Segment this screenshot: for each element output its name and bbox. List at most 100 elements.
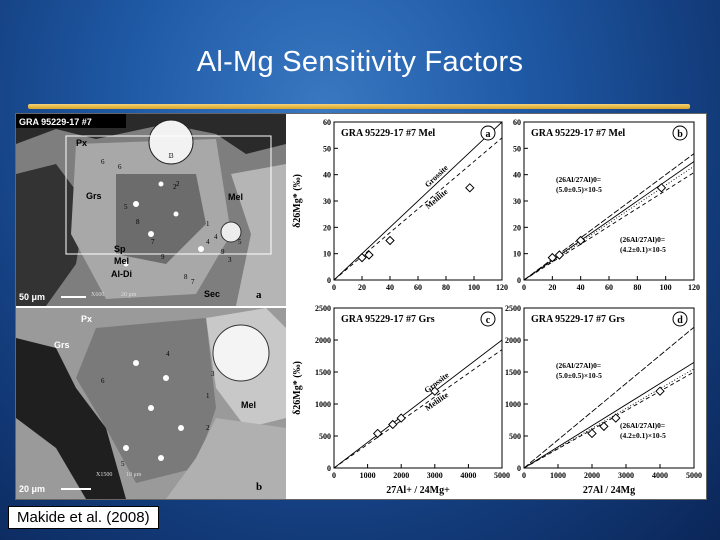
micrograph-a-spot: 1 bbox=[168, 152, 172, 160]
micrograph-a-spot: 1 bbox=[206, 220, 210, 228]
citation: Makide et al. (2008) bbox=[8, 506, 159, 529]
fit-line bbox=[333, 349, 503, 469]
line-label: Grossite bbox=[423, 163, 450, 189]
y-tick-label: 40 bbox=[513, 171, 521, 180]
micrograph-b-spot: 6 bbox=[101, 377, 105, 385]
micrograph-a-label: Grs bbox=[86, 191, 102, 201]
micrograph-b-spot: 1 bbox=[206, 392, 210, 400]
data-point bbox=[656, 183, 667, 193]
y-tick-label: 60 bbox=[323, 118, 331, 127]
x-tick-label: 80 bbox=[442, 283, 450, 292]
plots-area: 0 20 40 60 80 100 120 0 10 20 30 40 50 60 Grossite Meli… bbox=[286, 114, 706, 499]
micrograph-a-scale-stamp: 20 μm bbox=[121, 292, 137, 298]
data-point bbox=[396, 413, 406, 423]
plot-title: GRA 95229-17 #7 Grs bbox=[531, 314, 625, 325]
x-tick-label: 3000 bbox=[427, 471, 443, 480]
annotation-line: (26Al/27Al)0= bbox=[556, 361, 601, 370]
title-divider bbox=[28, 104, 690, 109]
data-point bbox=[385, 235, 395, 246]
x-tick-label: 2000 bbox=[393, 471, 409, 480]
panel-letter-circle bbox=[672, 311, 688, 327]
y-tick-label: 20 bbox=[513, 223, 521, 232]
micrograph-a-label: Mel bbox=[228, 192, 243, 202]
y-axis-label: δ26Mg* (‰) bbox=[292, 174, 303, 228]
panel-letter: c bbox=[486, 315, 491, 326]
x-tick-label: 80 bbox=[633, 283, 641, 292]
micrograph-a-panel-label: a bbox=[256, 289, 262, 301]
x-tick-label: 5000 bbox=[494, 471, 510, 480]
micrograph-b-label: Grs bbox=[54, 340, 70, 350]
y-tick-label: 20 bbox=[323, 223, 331, 232]
micrograph-b-magnification: X1500 bbox=[96, 472, 112, 478]
plot-title: GRA 95229-17 #7 Mel bbox=[341, 128, 435, 139]
micrograph-a: GRA 95229-17 #7 Px Grs Mel Sp Mel Al-Di … bbox=[16, 114, 286, 306]
micrograph-a-image: GRA 95229-17 #7 Px Grs Mel Sp Mel Al-Di … bbox=[16, 114, 286, 306]
x-tick-label: 20 bbox=[548, 283, 556, 292]
plot-frame-d bbox=[523, 307, 695, 469]
x-tick-label: 3000 bbox=[618, 471, 634, 480]
y-tick-label: 0 bbox=[327, 464, 331, 473]
micrograph-a-spot: 9 bbox=[221, 248, 225, 256]
fit-line bbox=[523, 371, 695, 469]
micrograph-b-label: Mel bbox=[241, 400, 256, 410]
line-label: Melilite bbox=[424, 187, 450, 211]
panel-letter-circle bbox=[672, 125, 688, 141]
slide-title: Al-Mg Sensitivity Factors bbox=[196, 46, 524, 78]
x-tick-label: 1000 bbox=[360, 471, 376, 480]
x-tick-label: 1000 bbox=[550, 471, 566, 480]
micrograph-b: Px Grs Mel 1 2 3 4 5 6 20 μm X1500 10 μm… bbox=[16, 308, 286, 499]
micrograph-b-scale-label: 20 μm bbox=[19, 484, 45, 494]
micrograph-a-spot: 2 bbox=[173, 183, 177, 191]
micrograph-a-spot: 8 bbox=[184, 273, 188, 281]
y-tick-label: 2000 bbox=[505, 336, 521, 345]
panel-letter: a bbox=[486, 129, 491, 140]
plot-title: GRA 95229-17 #7 Grs bbox=[341, 314, 435, 325]
micrograph-a-spot: 9 bbox=[161, 253, 165, 261]
annotation-line: (26Al/27Al)0= bbox=[620, 235, 665, 244]
x-tick-label: 60 bbox=[414, 283, 422, 292]
micrograph-a-spot: 7 bbox=[191, 278, 195, 286]
fit-line bbox=[523, 161, 695, 281]
micrograph-a-spot: 4 bbox=[214, 233, 218, 241]
x-tick-label: 0 bbox=[332, 471, 336, 480]
x-tick-label: 100 bbox=[660, 283, 672, 292]
x-tick-label: 0 bbox=[332, 283, 336, 292]
fit-line bbox=[523, 172, 695, 281]
micrograph-b-spot: 3 bbox=[211, 370, 215, 378]
panel-letter-circle bbox=[480, 311, 496, 327]
micrograph-a-spot: 5 bbox=[124, 203, 128, 211]
data-point bbox=[372, 428, 383, 439]
fit-line bbox=[523, 153, 695, 281]
data-point bbox=[388, 419, 398, 430]
data-point bbox=[599, 421, 609, 432]
micrograph-a-spot: 7 bbox=[151, 238, 155, 246]
x-tick-label: 100 bbox=[468, 283, 480, 292]
plot-title: GRA 95229-17 #7 Mel bbox=[531, 128, 625, 139]
panel-letter: b bbox=[677, 129, 683, 140]
data-point bbox=[465, 183, 475, 193]
y-tick-label: 50 bbox=[513, 144, 521, 153]
data-point bbox=[430, 386, 440, 396]
y-tick-label: 30 bbox=[323, 197, 331, 206]
annotation-line: (4.2±0.1)×10-5 bbox=[620, 431, 666, 440]
annotation-line: (4.2±0.1)×10-5 bbox=[620, 245, 666, 254]
data-point bbox=[611, 413, 621, 423]
annotation-line: (5.0±0.5)×10-5 bbox=[556, 371, 602, 380]
y-tick-label: 30 bbox=[513, 197, 521, 206]
annotation-line: (5.0±0.5)×10-5 bbox=[556, 185, 602, 194]
x-tick-label: 40 bbox=[577, 283, 585, 292]
micrograph-b-spot: 5 bbox=[121, 460, 125, 468]
fit-line bbox=[523, 362, 695, 469]
plot-frame-c bbox=[333, 307, 503, 469]
fit-line bbox=[333, 339, 503, 469]
y-tick-label: 2000 bbox=[315, 336, 331, 345]
micrograph-a-label: Sp bbox=[114, 244, 126, 254]
y-tick-label: 2500 bbox=[315, 304, 331, 313]
figure: GRA 95229-17 #7 Px Grs Mel Sp Mel Al-Di … bbox=[15, 113, 707, 500]
x-tick-label: 2000 bbox=[584, 471, 600, 480]
y-tick-label: 10 bbox=[513, 250, 521, 259]
x-tick-label: 40 bbox=[386, 283, 394, 292]
micrograph-a-spot: 6 bbox=[101, 158, 105, 166]
y-axis-label: δ26Mg* (‰) bbox=[292, 361, 303, 415]
micrograph-b-label: Px bbox=[81, 314, 92, 324]
